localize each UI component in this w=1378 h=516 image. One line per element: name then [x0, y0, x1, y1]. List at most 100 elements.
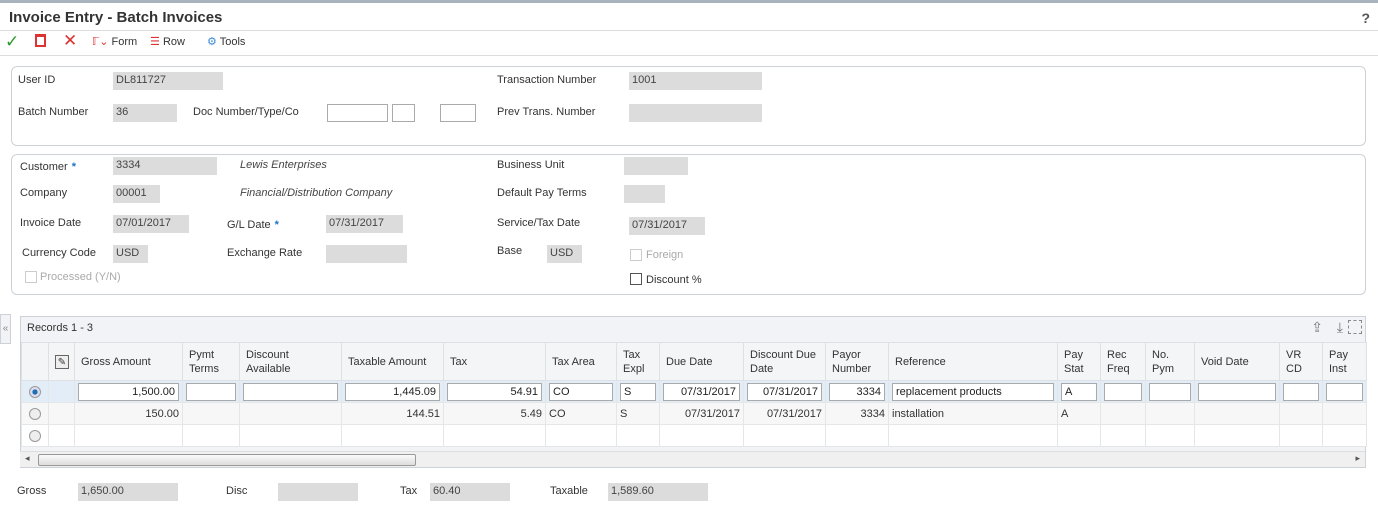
grid-cell-input[interactable]	[1198, 382, 1276, 401]
grid-cell[interactable]	[545, 424, 617, 447]
grid-cell[interactable]	[825, 424, 889, 447]
grid-cell-input[interactable]	[1326, 382, 1363, 401]
ok-check-icon[interactable]: ✓	[5, 32, 20, 51]
column-header[interactable]: Reference	[888, 342, 1058, 381]
grid-cell[interactable]	[659, 424, 744, 447]
grid-cell-input[interactable]: S	[620, 382, 656, 401]
row-select-radio[interactable]	[29, 407, 41, 420]
import-icon[interactable]: ⤓	[1336, 319, 1343, 335]
grid-cell-input[interactable]: 3334	[829, 382, 885, 401]
edit-column-icon[interactable]: ✎	[55, 354, 69, 369]
grid-cell[interactable]: 07/31/2017	[743, 402, 826, 425]
row-select-radio[interactable]	[29, 429, 41, 442]
grid-cell[interactable]: installation	[888, 402, 1058, 425]
currency-code-field: USD	[113, 245, 148, 263]
grid-cell[interactable]	[1145, 424, 1195, 447]
row-select-radio[interactable]	[29, 385, 41, 398]
column-header[interactable]: Gross Amount	[74, 342, 183, 381]
grid-cell[interactable]: 150.00	[74, 402, 183, 425]
grid-cell[interactable]	[743, 424, 826, 447]
column-header[interactable]: Taxable Amount	[341, 342, 444, 381]
scroll-left-icon[interactable]: ◂	[25, 453, 30, 463]
export-icon[interactable]: ⇪	[1311, 319, 1323, 335]
cancel-x-icon[interactable]: ✕	[63, 31, 78, 50]
grid-cell[interactable]	[74, 424, 183, 447]
grid-cell-input[interactable]	[243, 382, 338, 401]
grid-cell-input[interactable]: 1,445.09	[345, 382, 440, 401]
column-header[interactable]: VR CD	[1279, 342, 1323, 381]
grid-cell[interactable]	[1100, 424, 1146, 447]
tools-menu[interactable]: ⚙ Tools	[207, 35, 245, 48]
column-header[interactable]: Pay Inst	[1322, 342, 1367, 381]
grid-cell[interactable]	[1322, 402, 1367, 425]
grid-cell[interactable]	[616, 424, 660, 447]
customer-field[interactable]: 3334	[113, 157, 217, 175]
grid-cell[interactable]	[1322, 424, 1367, 447]
grid-cell[interactable]: 5.49	[443, 402, 546, 425]
grid-cell[interactable]	[1279, 402, 1323, 425]
grid-cell-input[interactable]	[186, 382, 236, 401]
doc-type-input[interactable]	[392, 104, 415, 122]
column-header[interactable]: Pymt Terms	[182, 342, 240, 381]
grid-cell[interactable]	[239, 424, 342, 447]
grid-cell-input[interactable]	[1283, 382, 1319, 401]
doc-company-input[interactable]	[440, 104, 476, 122]
column-header[interactable]: No. Pym	[1145, 342, 1195, 381]
grid-cell-input[interactable]: 07/31/2017	[747, 382, 822, 401]
grid-cell[interactable]	[239, 402, 342, 425]
grid-cell[interactable]	[888, 424, 1058, 447]
grid-cell[interactable]	[1194, 424, 1280, 447]
horizontal-scrollbar[interactable]: ◂ ▸	[20, 451, 1365, 467]
grid-cell[interactable]: 144.51	[341, 402, 444, 425]
gl-date-field[interactable]: 07/31/2017	[326, 215, 403, 233]
grid-cell[interactable]: A	[1057, 402, 1101, 425]
column-header[interactable]: Tax Expl	[616, 342, 660, 381]
grid-cell[interactable]	[1145, 402, 1195, 425]
grid-cell-input[interactable]: 07/31/2017	[663, 382, 740, 401]
discount-checkbox[interactable]	[630, 273, 642, 285]
grid-cell[interactable]	[1057, 424, 1101, 447]
form-menu[interactable]: ℾ⌄ Form	[92, 35, 137, 48]
grid-cell-input[interactable]: A	[1061, 382, 1097, 401]
column-header[interactable]: Pay Stat	[1057, 342, 1101, 381]
grid-cell-input[interactable]: 54.91	[447, 382, 542, 401]
select-cell	[21, 424, 49, 447]
grid-cell[interactable]	[341, 424, 444, 447]
grid-cell[interactable]: S	[616, 402, 660, 425]
grid-cell[interactable]	[1100, 402, 1146, 425]
grid-fullscreen-icon[interactable]	[1348, 320, 1362, 334]
column-header[interactable]: Void Date	[1194, 342, 1280, 381]
table-row[interactable]: 150.00 144.51 5.49 CO S 07/31/2017 07/31/2017 3…	[21, 402, 1367, 425]
column-header[interactable]: Payor Number	[825, 342, 889, 381]
column-header[interactable]: Tax Area	[545, 342, 617, 381]
grid-cell-input[interactable]: CO	[549, 382, 613, 401]
scrollbar-thumb[interactable]	[38, 454, 416, 466]
column-header[interactable]: Tax	[443, 342, 546, 381]
service-tax-date-field[interactable]: 07/31/2017	[629, 217, 705, 235]
grid-cell-input[interactable]: replacement products	[892, 382, 1054, 401]
grid-cell[interactable]	[1279, 424, 1323, 447]
column-header[interactable]: Discount Due Date	[743, 342, 826, 381]
table-row[interactable]	[21, 424, 1367, 447]
column-header[interactable]: Rec Freq	[1100, 342, 1146, 381]
invoice-date-field[interactable]: 07/01/2017	[113, 215, 189, 233]
grid-cell-input[interactable]	[1149, 382, 1191, 401]
column-header[interactable]: Due Date	[659, 342, 744, 381]
grid-cell[interactable]	[182, 402, 240, 425]
grid-cell[interactable]	[443, 424, 546, 447]
grid-cell[interactable]	[1194, 402, 1280, 425]
column-header[interactable]: Discount Available	[239, 342, 342, 381]
row-menu[interactable]: ☰ Row	[150, 35, 185, 48]
table-row[interactable]: 1,500.00 1,445.09 54.91 CO S 07/31/2017 07/31/…	[21, 380, 1367, 403]
grid-cell[interactable]: CO	[545, 402, 617, 425]
help-icon[interactable]: ?	[1361, 10, 1370, 26]
grid-cell[interactable]	[182, 424, 240, 447]
grid-cell-input[interactable]	[1104, 382, 1142, 401]
delete-trash-icon[interactable]	[35, 34, 46, 47]
grid-cell[interactable]: 07/31/2017	[659, 402, 744, 425]
grid-cell[interactable]: 3334	[825, 402, 889, 425]
scroll-right-icon[interactable]: ▸	[1355, 453, 1360, 463]
collapse-panel-icon[interactable]: «	[0, 314, 11, 344]
grid-cell-input[interactable]: 1,500.00	[78, 382, 179, 401]
doc-number-input[interactable]	[327, 104, 388, 122]
